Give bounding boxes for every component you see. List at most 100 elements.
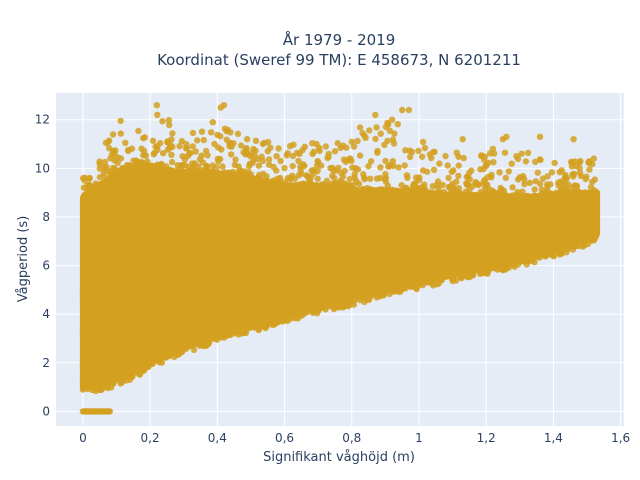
data-point bbox=[559, 186, 566, 193]
data-point bbox=[80, 246, 88, 253]
data-point bbox=[567, 158, 575, 166]
data-point bbox=[401, 162, 408, 169]
data-point bbox=[445, 174, 452, 182]
data-point bbox=[467, 271, 475, 279]
data-point bbox=[338, 281, 345, 289]
data-point bbox=[590, 155, 597, 162]
data-point bbox=[124, 253, 132, 260]
data-point bbox=[252, 147, 259, 155]
data-point bbox=[417, 214, 424, 222]
data-point bbox=[348, 157, 355, 164]
data-point bbox=[191, 168, 198, 175]
data-point bbox=[305, 257, 312, 265]
data-point bbox=[238, 330, 245, 337]
data-point bbox=[85, 333, 92, 341]
data-point bbox=[217, 285, 224, 292]
data-point bbox=[448, 241, 456, 248]
data-point bbox=[157, 139, 164, 147]
data-point bbox=[350, 279, 357, 287]
data-point bbox=[354, 137, 361, 145]
data-point bbox=[372, 111, 379, 119]
data-point bbox=[148, 162, 155, 170]
data-point bbox=[131, 340, 138, 347]
data-point bbox=[262, 178, 270, 185]
data-point bbox=[284, 150, 291, 157]
data-point bbox=[149, 137, 157, 144]
data-point bbox=[79, 359, 87, 366]
data-point bbox=[364, 250, 371, 257]
data-point bbox=[444, 217, 451, 225]
data-point bbox=[384, 182, 391, 189]
data-point bbox=[235, 170, 242, 177]
data-point bbox=[513, 153, 520, 160]
data-point bbox=[232, 189, 240, 197]
data-point bbox=[80, 256, 88, 263]
data-point bbox=[331, 148, 339, 155]
data-point bbox=[265, 156, 273, 163]
data-point bbox=[415, 147, 422, 155]
data-point bbox=[209, 119, 216, 126]
data-point bbox=[322, 245, 329, 252]
data-point bbox=[166, 351, 174, 358]
data-point bbox=[139, 284, 146, 292]
data-point bbox=[550, 249, 557, 256]
data-point bbox=[259, 230, 267, 237]
data-point bbox=[221, 334, 228, 341]
data-point bbox=[421, 144, 429, 152]
data-point bbox=[466, 170, 473, 177]
data-point bbox=[287, 258, 294, 266]
data-point bbox=[84, 318, 92, 325]
data-point bbox=[472, 214, 479, 222]
data-point bbox=[495, 263, 503, 270]
data-point bbox=[350, 298, 358, 305]
data-point bbox=[437, 191, 444, 198]
data-point bbox=[440, 236, 447, 244]
data-point bbox=[143, 261, 150, 268]
data-point bbox=[178, 162, 185, 169]
data-point bbox=[534, 169, 541, 176]
data-point bbox=[429, 189, 437, 196]
data-point bbox=[315, 268, 322, 275]
data-point bbox=[79, 291, 87, 298]
data-point bbox=[314, 175, 321, 182]
data-point bbox=[135, 203, 143, 210]
data-point bbox=[379, 186, 386, 193]
data-point bbox=[317, 231, 324, 239]
data-point bbox=[314, 294, 321, 301]
data-point bbox=[523, 257, 530, 264]
data-point bbox=[225, 177, 232, 185]
data-point bbox=[319, 304, 327, 311]
data-point bbox=[141, 329, 149, 336]
data-point bbox=[423, 206, 430, 213]
data-point bbox=[404, 258, 411, 265]
data-point bbox=[563, 174, 571, 182]
data-point bbox=[105, 196, 113, 203]
data-point bbox=[89, 242, 96, 250]
data-point bbox=[119, 165, 126, 172]
data-point bbox=[315, 262, 322, 270]
data-point bbox=[453, 149, 460, 156]
data-point bbox=[169, 167, 176, 174]
data-point bbox=[87, 382, 94, 389]
data-point bbox=[455, 162, 462, 169]
data-point bbox=[173, 182, 180, 189]
data-point bbox=[296, 150, 303, 157]
x-tick-label: 0,8 bbox=[342, 431, 361, 445]
data-point bbox=[444, 162, 451, 169]
data-point bbox=[189, 129, 197, 137]
data-point bbox=[571, 182, 578, 189]
data-point bbox=[543, 232, 550, 239]
data-point bbox=[505, 168, 512, 175]
data-point bbox=[84, 350, 92, 357]
data-point bbox=[343, 203, 350, 211]
data-point bbox=[280, 226, 287, 233]
data-point bbox=[297, 194, 305, 201]
data-point bbox=[367, 175, 374, 182]
data-point bbox=[581, 242, 588, 249]
data-point bbox=[128, 326, 136, 333]
x-tick-label: 1,2 bbox=[477, 431, 496, 445]
data-point bbox=[553, 208, 561, 215]
data-point bbox=[357, 217, 364, 224]
data-point bbox=[243, 136, 251, 143]
data-point bbox=[309, 305, 317, 313]
